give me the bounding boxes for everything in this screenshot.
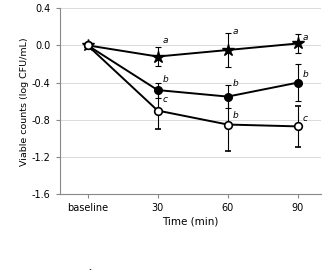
Text: b: b xyxy=(232,79,238,88)
Text: a: a xyxy=(303,33,308,42)
Text: a: a xyxy=(232,27,238,36)
Y-axis label: Viable counts (log CFU/mL): Viable counts (log CFU/mL) xyxy=(20,37,29,166)
Text: b: b xyxy=(303,70,308,79)
X-axis label: Time (min): Time (min) xyxy=(162,216,218,226)
Text: a: a xyxy=(162,36,168,45)
Legend: Control, GSE+Cn free, GSE+Cn NPs: Control, GSE+Cn free, GSE+Cn NPs xyxy=(78,267,302,270)
Text: c: c xyxy=(303,114,307,123)
Text: b: b xyxy=(232,111,238,120)
Text: c: c xyxy=(162,95,167,104)
Text: b: b xyxy=(162,76,168,85)
